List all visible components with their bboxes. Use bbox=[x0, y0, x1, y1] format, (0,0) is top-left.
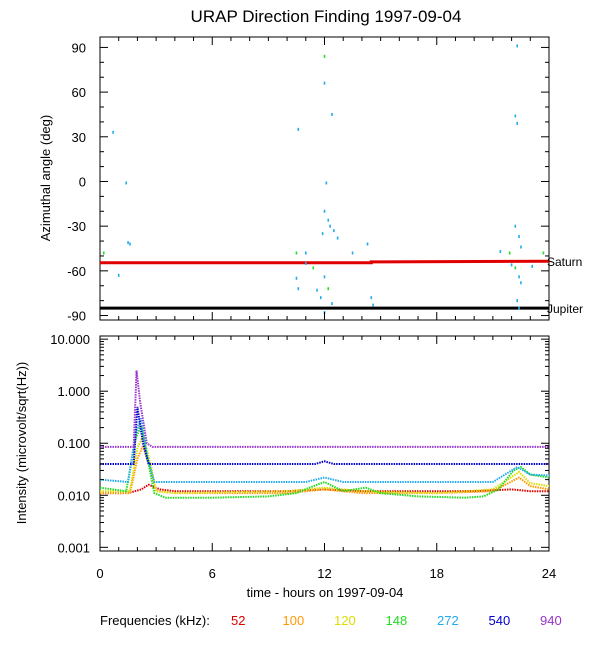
azimuth-point bbox=[125, 181, 127, 185]
azimuth-panel: Saturn Jupiter 90 60 30 0 -30 -60 -90 Azimuthal… bbox=[38, 36, 583, 324]
azimuth-point bbox=[325, 181, 328, 185]
azimuth-point bbox=[518, 306, 520, 310]
azimuth-point bbox=[520, 281, 522, 285]
x-tick-label: 18 bbox=[430, 566, 444, 581]
azimuth-ytick-label: 30 bbox=[72, 130, 86, 145]
legend-item-272: 272 bbox=[437, 613, 459, 628]
chart-title: URAP Direction Finding 1997-09-04 bbox=[191, 7, 462, 26]
series-540-khz bbox=[100, 406, 549, 465]
azimuth-point bbox=[514, 114, 517, 118]
azimuth-point bbox=[531, 264, 533, 268]
frequency-legend: Frequencies (kHz): 52 100 120 148 272 540 940 bbox=[100, 613, 562, 628]
series-100-khz bbox=[100, 442, 550, 495]
azimuth-point bbox=[295, 276, 298, 280]
azimuth-point bbox=[316, 288, 318, 292]
azimuth-point bbox=[297, 127, 300, 131]
intensity-panel: 10.000 1.000 0.100 0.010 0.001 0 6 12 18 24 Inten… bbox=[14, 332, 556, 600]
azimuth-point bbox=[295, 251, 298, 255]
series-940-khz bbox=[100, 370, 549, 448]
azimuth-point bbox=[333, 229, 335, 233]
azimuth-point bbox=[323, 54, 326, 58]
legend-item-540: 540 bbox=[489, 613, 511, 628]
azimuth-point bbox=[516, 44, 518, 48]
azimuth-point bbox=[508, 251, 511, 255]
azimuth-ytick-label: -90 bbox=[67, 309, 86, 324]
azimuth-point bbox=[323, 275, 326, 279]
x-axis-label: time - hours on 1997-09-04 bbox=[247, 585, 404, 600]
series-272-khz bbox=[99, 418, 550, 484]
intensity-ytick-label: 0.001 bbox=[57, 540, 90, 555]
azimuth-point bbox=[304, 251, 307, 255]
intensity-y-axis-label: Intensity (microvolt/sqrt(Hz)) bbox=[14, 362, 29, 525]
azimuth-point bbox=[520, 245, 522, 249]
intensity-frame bbox=[99, 335, 550, 552]
x-tick-label: 24 bbox=[542, 566, 556, 581]
azimuth-point bbox=[542, 251, 545, 255]
azimuth-point bbox=[370, 296, 373, 300]
azimuth-point bbox=[366, 242, 369, 246]
saturn-line bbox=[100, 259, 550, 265]
legend-item-100: 100 bbox=[283, 613, 305, 628]
azimuth-point bbox=[327, 218, 330, 222]
azimuth-ytick-label: -60 bbox=[67, 264, 86, 279]
azimuth-point bbox=[117, 273, 120, 277]
azimuth-point bbox=[516, 299, 518, 303]
azimuth-ytick-label: 90 bbox=[72, 40, 86, 55]
azimuth-point bbox=[312, 266, 315, 270]
azimuth-point bbox=[518, 235, 520, 239]
azimuth-ytick-label: 60 bbox=[72, 85, 86, 100]
azimuth-ytick-label: 0 bbox=[79, 174, 86, 189]
series-120-khz bbox=[100, 432, 550, 495]
azimuth-point bbox=[323, 209, 326, 213]
azimuth-point bbox=[510, 263, 513, 267]
azimuth-point bbox=[331, 302, 333, 306]
intensity-ytick-label: 10.000 bbox=[50, 332, 90, 347]
saturn-label: Saturn bbox=[547, 255, 582, 269]
legend-item-120: 120 bbox=[334, 613, 356, 628]
azimuth-point bbox=[372, 303, 374, 307]
azimuth-point bbox=[351, 251, 354, 255]
azimuth-point bbox=[329, 224, 331, 228]
series-148-khz bbox=[99, 421, 550, 499]
azimuth-ytick-label: -30 bbox=[67, 219, 86, 234]
azimuth-y-axis-label: Azimuthal angle (deg) bbox=[38, 115, 53, 241]
legend-item-940: 940 bbox=[540, 613, 562, 628]
x-tick-label: 6 bbox=[209, 566, 216, 581]
azimuth-point bbox=[518, 275, 520, 279]
azimuth-point bbox=[321, 232, 324, 236]
azimuth-point bbox=[516, 121, 518, 125]
azimuth-point bbox=[499, 249, 502, 253]
azimuth-point bbox=[327, 287, 330, 291]
x-tick-label: 0 bbox=[96, 566, 103, 581]
azimuth-point bbox=[127, 241, 129, 245]
azimuth-point bbox=[514, 266, 517, 270]
azimuth-point bbox=[112, 130, 114, 134]
azimuth-point bbox=[336, 236, 339, 240]
azimuth-point bbox=[319, 296, 322, 300]
azimuth-point bbox=[331, 112, 333, 116]
intensity-ytick-label: 0.010 bbox=[57, 488, 90, 503]
legend-item-52: 52 bbox=[231, 613, 245, 628]
azimuth-point bbox=[514, 224, 517, 228]
legend-item-148: 148 bbox=[386, 613, 408, 628]
azimuth-point bbox=[297, 287, 300, 291]
intensity-ytick-label: 1.000 bbox=[57, 384, 90, 399]
x-tick-label: 12 bbox=[317, 566, 331, 581]
azimuth-point bbox=[129, 242, 131, 246]
azimuth-point bbox=[304, 261, 307, 265]
legend-label: Frequencies (kHz): bbox=[100, 613, 210, 628]
azimuth-point bbox=[323, 81, 326, 85]
jupiter-label: Jupiter bbox=[547, 302, 583, 316]
intensity-ytick-label: 0.100 bbox=[57, 436, 90, 451]
azimuth-point bbox=[102, 251, 105, 255]
